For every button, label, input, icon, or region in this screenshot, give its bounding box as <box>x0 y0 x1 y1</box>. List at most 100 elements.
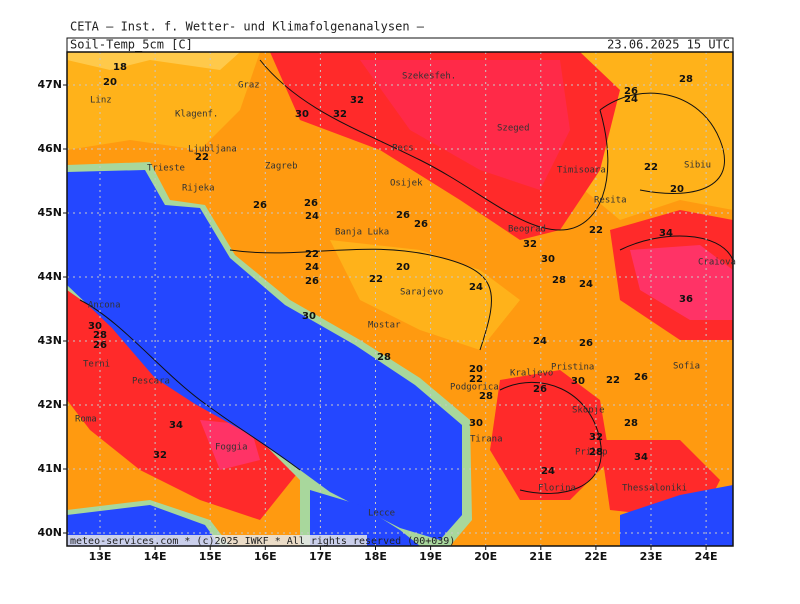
city: Thessaloniki <box>622 484 687 494</box>
contour-label: 26 <box>304 198 318 209</box>
contour-label: 20 <box>469 364 483 375</box>
city: Prilep <box>575 448 608 458</box>
contour-label: 30 <box>88 321 102 332</box>
isoline <box>499 381 602 494</box>
contour-label: 24 <box>541 466 555 477</box>
lat-tick-label: 46N <box>37 142 62 155</box>
city: Szeged <box>497 124 530 134</box>
contour-label: 30 <box>469 418 483 429</box>
lat-tick-label: 45N <box>37 206 62 219</box>
city: Florina <box>538 484 576 494</box>
contour-label: 34 <box>634 452 648 463</box>
contour-label: 24 <box>469 282 483 293</box>
city: Szekesfeh. <box>402 72 456 82</box>
city: Resita <box>594 196 627 206</box>
contour-label: 20 <box>103 77 117 88</box>
city: Linz <box>90 96 112 106</box>
city: Beograd <box>508 225 546 235</box>
contour-label: 32 <box>153 450 167 461</box>
field-very-hot <box>630 245 733 320</box>
city: Pecs <box>392 144 414 154</box>
field <box>67 52 733 546</box>
contour-label: 34 <box>659 228 673 239</box>
city: Zagreb <box>265 162 298 172</box>
contour-label: 28 <box>93 330 107 341</box>
contour-label: 24 <box>579 279 593 290</box>
field-hot <box>490 370 610 500</box>
lon-tick-label: 19E <box>419 550 442 563</box>
contour-label: 22 <box>606 375 620 386</box>
contour-label: 32 <box>350 95 364 106</box>
isoline <box>619 235 733 261</box>
city: Sofia <box>673 362 700 372</box>
contour-label: 22 <box>589 225 603 236</box>
lat-tick-label: 47N <box>37 78 62 91</box>
city: Craiova <box>698 258 736 268</box>
city: Roma <box>75 415 97 425</box>
contour-label: 18 <box>113 62 127 73</box>
city: Kraljevo <box>510 369 553 379</box>
lat-tick-label: 41N <box>37 462 62 475</box>
city: Podgorica <box>450 383 499 393</box>
contour-label: 26 <box>396 210 410 221</box>
contour-label: 26 <box>579 338 593 349</box>
city: Foggia <box>215 443 248 453</box>
city: Graz <box>238 81 260 91</box>
contour-label: 22 <box>644 162 658 173</box>
city: Ljubljana <box>188 145 237 155</box>
contour-labels: 18 20 32 30 32 22 26 24 26 26 22 24 26 2… <box>88 62 693 477</box>
sea <box>310 490 420 546</box>
contour-label: 36 <box>679 294 693 305</box>
isoline <box>229 248 492 351</box>
city: Pescara <box>132 377 170 387</box>
lat-tick-label: 43N <box>37 334 62 347</box>
city: Sarajevo <box>400 288 443 298</box>
lat-tick-label: 42N <box>37 398 62 411</box>
contour-label: 22 <box>369 274 383 285</box>
city: Osijek <box>390 179 423 189</box>
product: Soil-Temp_5cm [C] <box>70 38 193 52</box>
contour-label: 26 <box>93 340 107 351</box>
city: Banja Luka <box>335 228 389 238</box>
contour-label: 28 <box>479 391 493 402</box>
city: Rijeka <box>182 184 215 194</box>
lon-tick-label: 14E <box>144 550 167 563</box>
contour-label: 22 <box>195 152 209 163</box>
contour-label: 20 <box>396 262 410 273</box>
isoline <box>79 299 301 471</box>
footer-bg <box>67 535 367 546</box>
contour-label: 30 <box>302 311 316 322</box>
contour-label: 28 <box>589 447 603 458</box>
contour-label: 30 <box>295 109 309 120</box>
field-very-hot <box>200 420 260 470</box>
lon-tick-label: 18E <box>364 550 387 563</box>
contour-label: 22 <box>469 374 483 385</box>
city: Sibiu <box>684 161 711 171</box>
contour-label: 22 <box>305 249 319 260</box>
city: Klagenf. <box>175 110 218 120</box>
contour-label: 26 <box>533 384 547 395</box>
grid <box>67 52 733 546</box>
city: Tirana <box>470 435 503 445</box>
contour-label: 30 <box>541 254 555 265</box>
valid-time: 23.06.2025 15 UTC <box>607 38 730 52</box>
contour-label: 26 <box>253 200 267 211</box>
lat-tick-label: 44N <box>37 270 62 283</box>
contour-label: 28 <box>552 275 566 286</box>
lon-tick-label: 17E <box>309 550 332 563</box>
contour-label: 26 <box>624 86 638 97</box>
contour-label: 26 <box>414 219 428 230</box>
city: Skopje <box>572 406 605 416</box>
sea <box>67 170 462 540</box>
contour-label: 28 <box>624 418 638 429</box>
lon-tick-label: 15E <box>199 550 222 563</box>
contour-label: 30 <box>571 376 585 387</box>
isoline <box>599 92 726 194</box>
lat-tick-label: 40N <box>37 526 62 539</box>
cities: Linz Klagenf. Graz Szekesfeh. Szeged Pec… <box>75 72 736 519</box>
contour-label: 26 <box>305 276 319 287</box>
lon-tick-label: 20E <box>474 550 497 563</box>
city: Timisoara <box>557 166 606 176</box>
lon-tick-label: 23E <box>640 550 663 563</box>
